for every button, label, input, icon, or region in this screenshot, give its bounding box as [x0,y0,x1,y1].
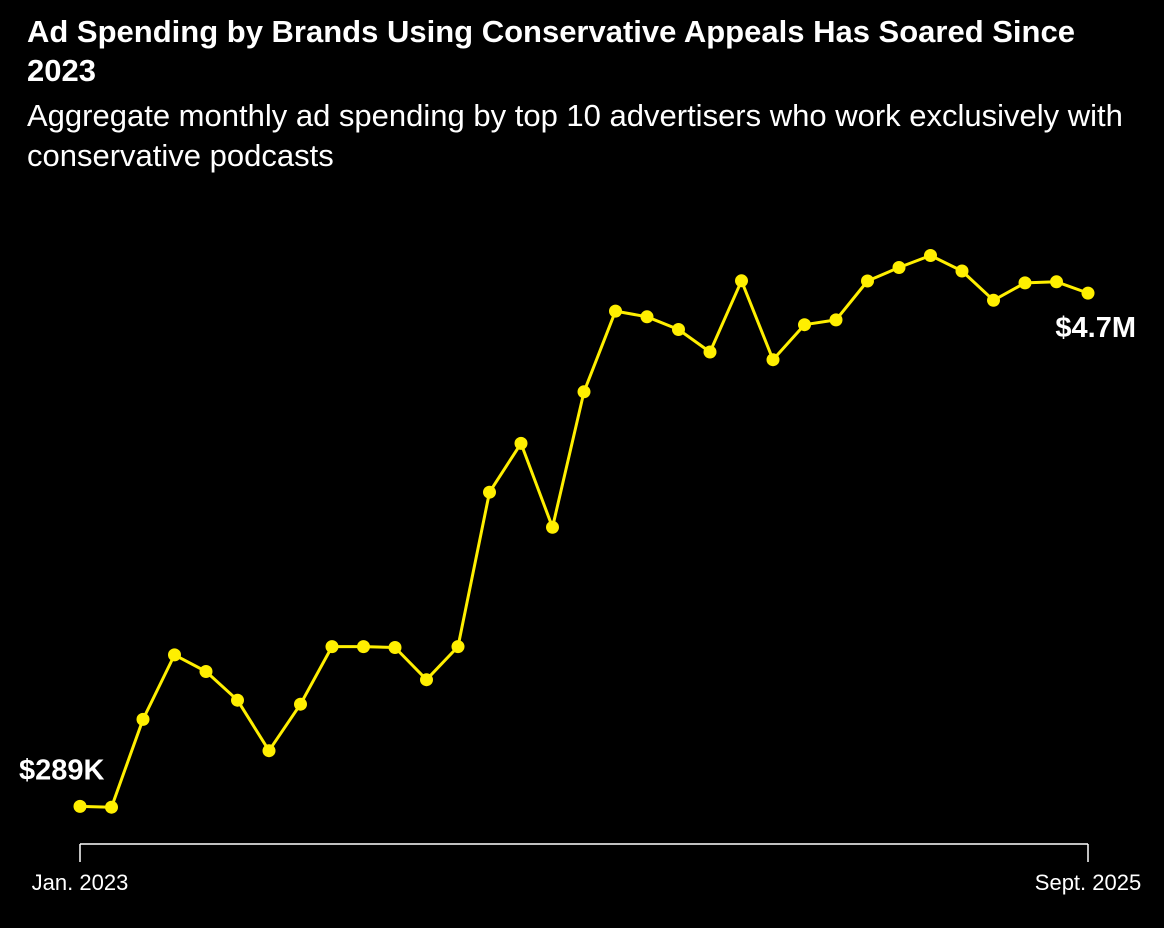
data-point [420,673,433,687]
data-point [168,648,181,662]
data-point [735,274,748,288]
data-point [640,310,654,324]
data-point [924,249,937,262]
data-point [798,318,811,332]
data-point [388,641,402,654]
data-label: $4.7M [1055,312,1136,344]
data-point [1018,276,1032,290]
data-point [73,799,87,813]
data-point [451,640,465,654]
data-point [483,485,496,499]
label-group: $289K $4.7M [19,312,1136,786]
data-point [766,353,780,367]
data-point [892,261,906,274]
data-point [357,640,370,654]
data-point [1050,275,1063,289]
data-point [672,323,685,336]
data-point [546,520,559,534]
x-tick-label-end: Sept. 2025 [1035,870,1141,895]
data-point [1081,286,1095,300]
series-line [79,254,1089,809]
data-point [861,274,874,288]
data-label: $289K [19,754,105,786]
chart-subtitle: Aggregate monthly ad spending by top 10 … [27,98,1123,173]
x-axis: Jan. 2023 Sept. 2025 [32,843,1141,895]
data-point [105,800,118,814]
data-point [703,345,717,359]
data-point [955,264,969,278]
data-point [325,640,339,654]
series-group [73,249,1095,814]
data-point [231,693,244,707]
data-point [514,436,528,450]
data-point [609,304,622,318]
data-point [829,313,843,327]
data-point [262,744,276,758]
data-point [987,293,1000,307]
data-point [577,385,591,399]
x-tick-label-start: Jan. 2023 [32,870,129,895]
data-point [199,665,213,678]
data-point [294,697,307,711]
chart-title: Ad Spending by Brands Using Conservative… [27,14,1075,88]
data-point [136,712,150,726]
